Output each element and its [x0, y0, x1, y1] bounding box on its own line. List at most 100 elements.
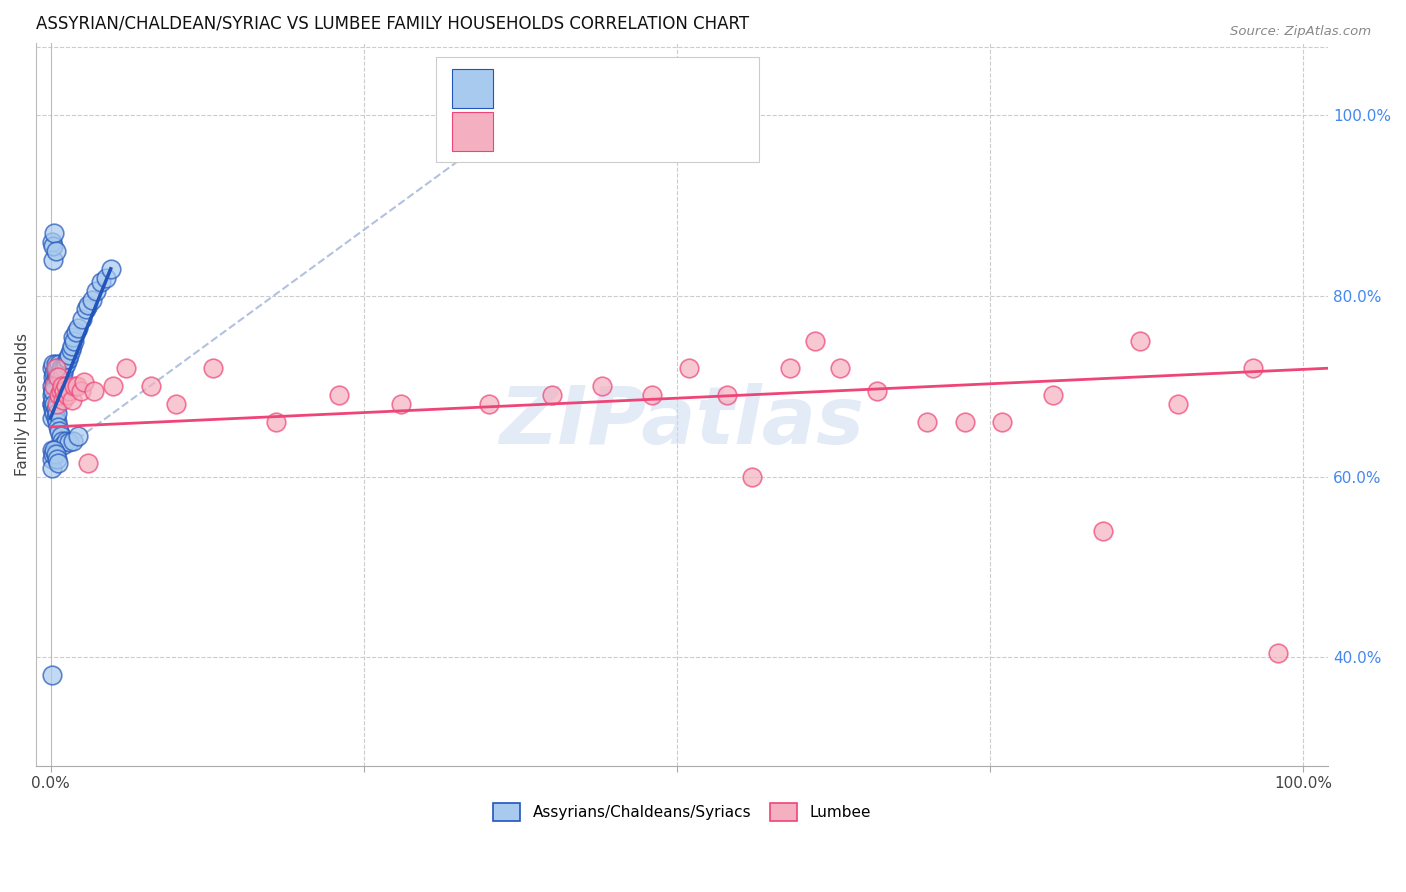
- Point: [1042, 388, 1064, 402]
- Point: [51, 434, 73, 448]
- Point: [1267, 646, 1289, 660]
- Point: [103, 379, 125, 393]
- Point: [51, 379, 73, 393]
- Point: [44, 366, 66, 380]
- Point: [83, 384, 105, 398]
- Point: [803, 334, 825, 348]
- Point: [100, 261, 122, 276]
- Point: [45, 397, 67, 411]
- Point: [67, 320, 90, 334]
- Point: [42, 384, 65, 398]
- Point: [45, 451, 67, 466]
- Point: [62, 434, 84, 448]
- Point: [45, 366, 67, 380]
- Point: [48, 375, 70, 389]
- Point: [45, 401, 67, 416]
- Point: [42, 392, 65, 407]
- Point: [678, 361, 700, 376]
- Point: [45, 361, 67, 376]
- Point: [779, 361, 801, 376]
- Point: [1091, 524, 1114, 538]
- Text: ASSYRIAN/CHALDEAN/SYRIAC VS LUMBEE FAMILY HOUSEHOLDS CORRELATION CHART: ASSYRIAN/CHALDEAN/SYRIAC VS LUMBEE FAMIL…: [35, 15, 748, 33]
- Text: Source: ZipAtlas.com: Source: ZipAtlas.com: [1230, 25, 1371, 38]
- Point: [41, 442, 63, 457]
- Point: [67, 429, 90, 443]
- Point: [55, 357, 77, 371]
- Point: [52, 438, 75, 452]
- Point: [478, 397, 501, 411]
- Point: [80, 293, 103, 308]
- Point: [46, 456, 69, 470]
- Point: [41, 388, 63, 402]
- Point: [51, 361, 73, 376]
- Point: [44, 375, 66, 389]
- Point: [45, 406, 67, 420]
- Text: ZIPatlas: ZIPatlas: [499, 384, 865, 461]
- Point: [41, 397, 63, 411]
- Point: [953, 416, 976, 430]
- Point: [44, 397, 66, 411]
- Point: [42, 252, 65, 267]
- FancyBboxPatch shape: [451, 69, 494, 108]
- Point: [1241, 361, 1264, 376]
- Point: [44, 442, 66, 457]
- Point: [46, 370, 69, 384]
- Point: [41, 361, 63, 376]
- Point: [52, 392, 75, 407]
- Point: [45, 379, 67, 393]
- Point: [42, 447, 65, 461]
- Point: [84, 285, 107, 299]
- Point: [42, 401, 65, 416]
- Legend: Assyrians/Chaldeans/Syriacs, Lumbee: Assyrians/Chaldeans/Syriacs, Lumbee: [486, 797, 877, 827]
- Point: [917, 416, 939, 430]
- Point: [42, 239, 65, 253]
- Point: [53, 384, 76, 398]
- Point: [114, 361, 136, 376]
- Point: [90, 276, 112, 290]
- Point: [264, 416, 287, 430]
- Point: [46, 361, 69, 376]
- Point: [51, 370, 73, 384]
- Point: [641, 388, 664, 402]
- Point: [45, 361, 67, 376]
- Point: [49, 370, 72, 384]
- Text: R =  0.094   N =  47: R = 0.094 N = 47: [508, 122, 683, 140]
- Point: [56, 352, 79, 367]
- Point: [49, 384, 72, 398]
- Point: [48, 357, 70, 371]
- Point: [41, 397, 63, 411]
- Point: [49, 429, 72, 443]
- Point: [42, 384, 65, 398]
- Point: [52, 366, 75, 380]
- Point: [58, 348, 80, 362]
- Point: [75, 302, 97, 317]
- Point: [44, 388, 66, 402]
- Point: [165, 397, 187, 411]
- Point: [77, 456, 100, 470]
- Point: [139, 379, 162, 393]
- Point: [44, 379, 66, 393]
- Point: [46, 420, 69, 434]
- Point: [41, 451, 63, 466]
- Point: [389, 397, 412, 411]
- Point: [45, 244, 67, 258]
- Point: [41, 235, 63, 249]
- Point: [202, 361, 225, 376]
- Point: [48, 366, 70, 380]
- Point: [591, 379, 613, 393]
- Point: [45, 357, 67, 371]
- Point: [70, 311, 93, 326]
- Point: [45, 447, 67, 461]
- FancyBboxPatch shape: [451, 112, 494, 151]
- Point: [44, 226, 66, 240]
- Point: [65, 325, 87, 339]
- Point: [45, 411, 67, 425]
- Point: [94, 270, 117, 285]
- Point: [991, 416, 1014, 430]
- Point: [741, 469, 763, 483]
- Point: [62, 329, 84, 343]
- Point: [42, 357, 65, 371]
- Point: [1129, 334, 1152, 348]
- Point: [55, 434, 77, 448]
- Point: [45, 384, 67, 398]
